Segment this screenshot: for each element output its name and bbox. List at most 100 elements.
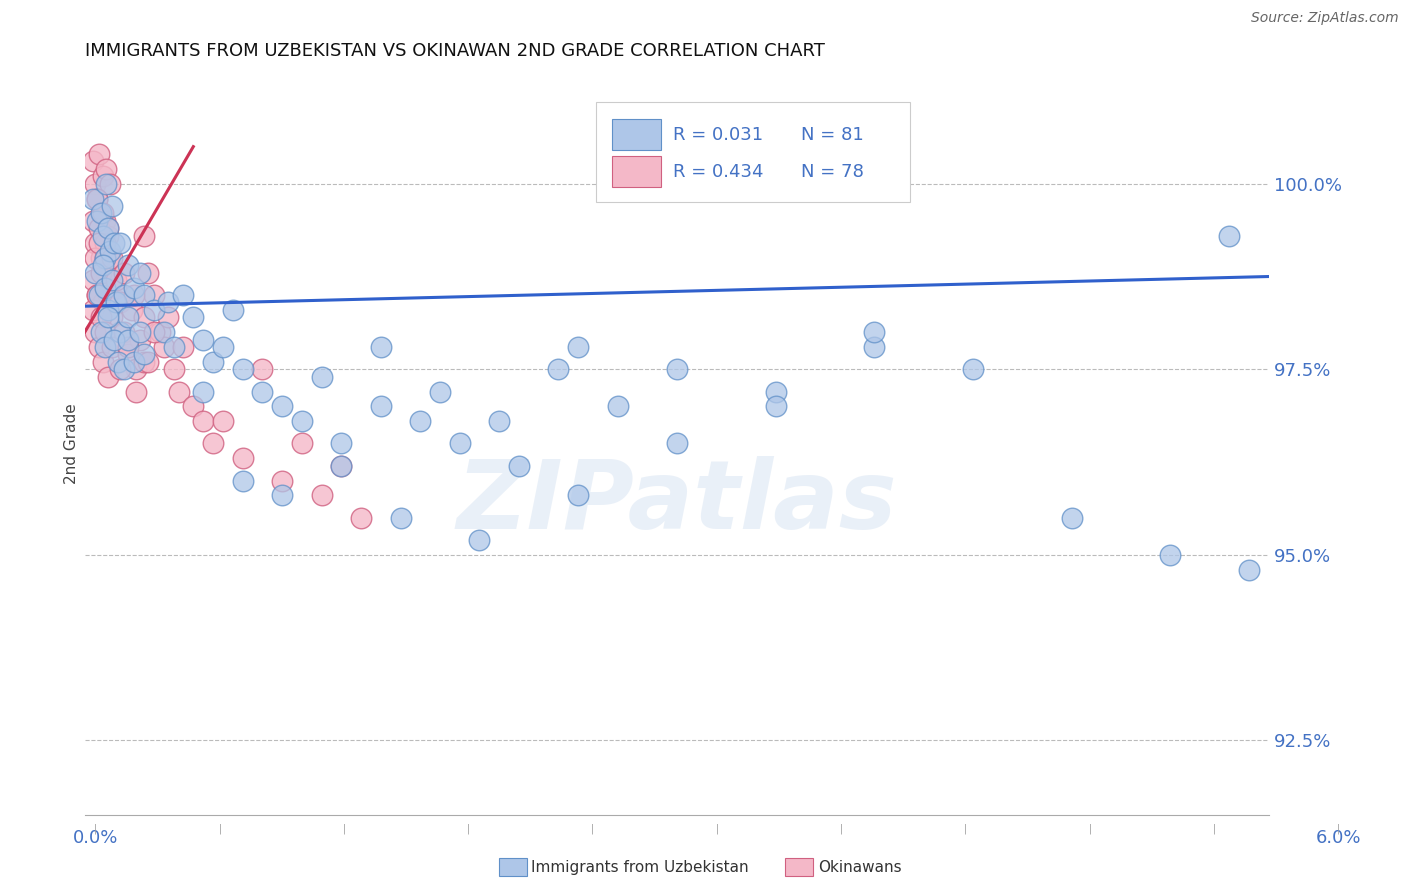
Point — [132, 288, 155, 302]
Point — [117, 347, 139, 361]
Point — [96, 177, 118, 191]
Point — [125, 362, 148, 376]
Point — [132, 355, 155, 369]
FancyBboxPatch shape — [596, 102, 910, 202]
FancyBboxPatch shape — [612, 156, 661, 187]
Point — [86, 288, 108, 302]
Point — [91, 206, 114, 220]
Text: ZIPatlas: ZIPatlas — [457, 457, 897, 549]
Point — [152, 340, 174, 354]
Text: |: | — [1337, 823, 1340, 834]
Point — [409, 414, 432, 428]
Point — [547, 362, 569, 376]
Text: R = 0.434: R = 0.434 — [673, 163, 763, 181]
Point — [83, 266, 105, 280]
Point — [193, 414, 215, 428]
Point — [665, 436, 688, 450]
Point — [142, 288, 165, 302]
Point — [330, 458, 353, 473]
Point — [1237, 563, 1260, 577]
Text: 6.0%: 6.0% — [1316, 829, 1361, 847]
Point — [86, 214, 108, 228]
Point — [96, 161, 118, 176]
Point — [311, 369, 333, 384]
Point — [83, 251, 105, 265]
Point — [136, 355, 159, 369]
Text: 0.0%: 0.0% — [73, 829, 118, 847]
Point — [101, 310, 124, 325]
Point — [90, 251, 112, 265]
Point — [117, 259, 139, 273]
Text: |: | — [343, 823, 346, 834]
Point — [222, 302, 245, 317]
Point — [962, 362, 984, 376]
Point — [117, 340, 139, 354]
Text: |: | — [965, 823, 967, 834]
Text: N = 81: N = 81 — [801, 126, 863, 144]
Point — [100, 177, 122, 191]
Point — [508, 458, 530, 473]
Point — [156, 295, 179, 310]
Point — [91, 355, 114, 369]
Point — [82, 302, 104, 317]
Point — [101, 273, 124, 287]
Point — [129, 325, 152, 339]
Point — [330, 436, 353, 450]
Point — [370, 400, 392, 414]
Point — [429, 384, 451, 399]
Point — [449, 436, 471, 450]
Point — [121, 302, 143, 317]
Point — [100, 244, 122, 258]
Text: |: | — [716, 823, 718, 834]
Point — [172, 288, 194, 302]
Text: |: | — [467, 823, 470, 834]
Text: |: | — [1212, 823, 1216, 834]
Point — [271, 488, 294, 502]
Point — [122, 280, 145, 294]
Point — [181, 310, 204, 325]
Point — [91, 228, 114, 243]
Point — [125, 384, 148, 399]
Point — [665, 362, 688, 376]
Point — [117, 310, 139, 325]
Text: IMMIGRANTS FROM UZBEKISTAN VS OKINAWAN 2ND GRADE CORRELATION CHART: IMMIGRANTS FROM UZBEKISTAN VS OKINAWAN 2… — [84, 42, 825, 60]
Point — [291, 436, 314, 450]
Point — [271, 474, 294, 488]
Point — [91, 169, 114, 184]
Point — [97, 221, 120, 235]
Point — [606, 400, 628, 414]
Text: Immigrants from Uzbekistan: Immigrants from Uzbekistan — [531, 861, 749, 875]
Text: N = 78: N = 78 — [801, 163, 865, 181]
Point — [97, 228, 120, 243]
Point — [142, 325, 165, 339]
Point — [202, 355, 225, 369]
Text: Source: ZipAtlas.com: Source: ZipAtlas.com — [1251, 12, 1399, 25]
Point — [112, 266, 135, 280]
Point — [863, 340, 886, 354]
Point — [110, 325, 132, 339]
Point — [93, 251, 115, 265]
Point — [202, 436, 225, 450]
Point — [232, 474, 254, 488]
Point — [87, 340, 110, 354]
Point — [122, 288, 145, 302]
Point — [232, 362, 254, 376]
Point — [105, 273, 128, 287]
Point — [97, 288, 120, 302]
Text: Okinawans: Okinawans — [818, 861, 901, 875]
Point — [105, 280, 128, 294]
Point — [90, 325, 112, 339]
Point — [83, 236, 105, 251]
Point — [87, 288, 110, 302]
Point — [90, 310, 112, 325]
Text: |: | — [591, 823, 595, 834]
Text: |: | — [94, 823, 97, 834]
Point — [252, 362, 274, 376]
Point — [83, 325, 105, 339]
Point — [82, 154, 104, 169]
Point — [110, 295, 132, 310]
Point — [162, 340, 184, 354]
Point — [112, 325, 135, 339]
Text: |: | — [1088, 823, 1091, 834]
Point — [122, 355, 145, 369]
